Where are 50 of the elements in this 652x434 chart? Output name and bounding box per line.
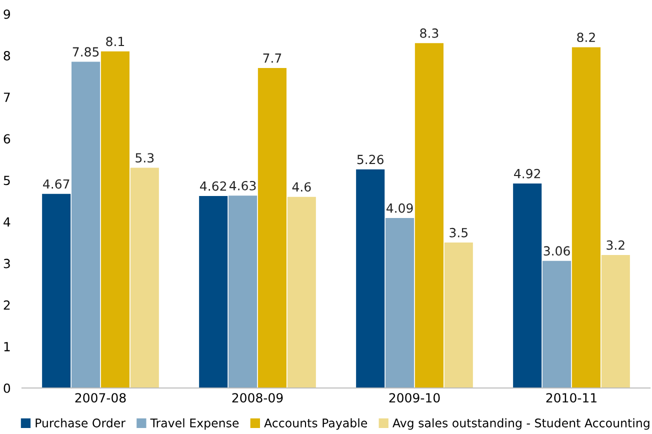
bar xyxy=(601,255,630,388)
data-label: 7.85 xyxy=(72,47,99,57)
y-tick-label: 8 xyxy=(4,51,10,60)
data-label: 7.7 xyxy=(263,54,282,63)
data-label: 4.92 xyxy=(514,168,540,178)
y-tick-label: 5 xyxy=(4,176,10,186)
data-label: 3.06 xyxy=(544,246,570,256)
bar xyxy=(542,260,572,388)
y-tick-label: 9 xyxy=(4,9,10,19)
y-tick-label: 4 xyxy=(4,217,10,227)
bar xyxy=(414,43,444,388)
bar xyxy=(444,242,473,388)
data-label: 8.3 xyxy=(420,28,438,38)
bar xyxy=(130,168,159,388)
bar xyxy=(228,196,258,388)
bar xyxy=(199,196,228,388)
y-tick-label: 0 xyxy=(4,383,10,393)
data-label: 5.26 xyxy=(357,154,384,164)
y-tick-label: 3 xyxy=(4,258,10,268)
bar xyxy=(72,62,100,388)
data-label: 4.67 xyxy=(43,179,70,189)
bar xyxy=(356,169,385,388)
legend-label: Avg sales outstanding - Student Accounting xyxy=(392,418,650,430)
y-tick-label: 7 xyxy=(4,92,10,102)
bar xyxy=(100,51,130,388)
data-label: 4.63 xyxy=(229,180,256,190)
data-label: 3.2 xyxy=(606,240,624,250)
x-tick-label: 2008-09 xyxy=(232,393,283,403)
y-tick-label: 1 xyxy=(4,342,10,352)
bar xyxy=(513,184,542,388)
bar xyxy=(287,196,316,388)
data-label: 3.5 xyxy=(450,228,468,238)
x-tick-label: 2010-11 xyxy=(546,393,596,403)
data-label: 8.2 xyxy=(577,32,595,42)
x-tick-label: 2007-08 xyxy=(75,393,126,403)
data-label: 8.1 xyxy=(106,36,124,46)
data-label: 4.09 xyxy=(386,203,413,213)
data-label: 5.3 xyxy=(136,153,154,163)
legend-label: Travel Expense xyxy=(150,418,239,430)
bar xyxy=(572,47,600,388)
data-label: 4.62 xyxy=(200,181,226,191)
bar xyxy=(258,68,286,388)
legend-label: Purchase Order xyxy=(36,418,126,428)
data-label: 4.6 xyxy=(292,182,311,192)
bar xyxy=(42,194,71,388)
bar xyxy=(386,218,414,388)
y-tick-label: 6 xyxy=(4,134,10,144)
legend-label: Accounts Payable xyxy=(264,418,368,430)
x-tick-label: 2009-10 xyxy=(389,393,440,403)
y-tick-label: 2 xyxy=(4,300,10,310)
